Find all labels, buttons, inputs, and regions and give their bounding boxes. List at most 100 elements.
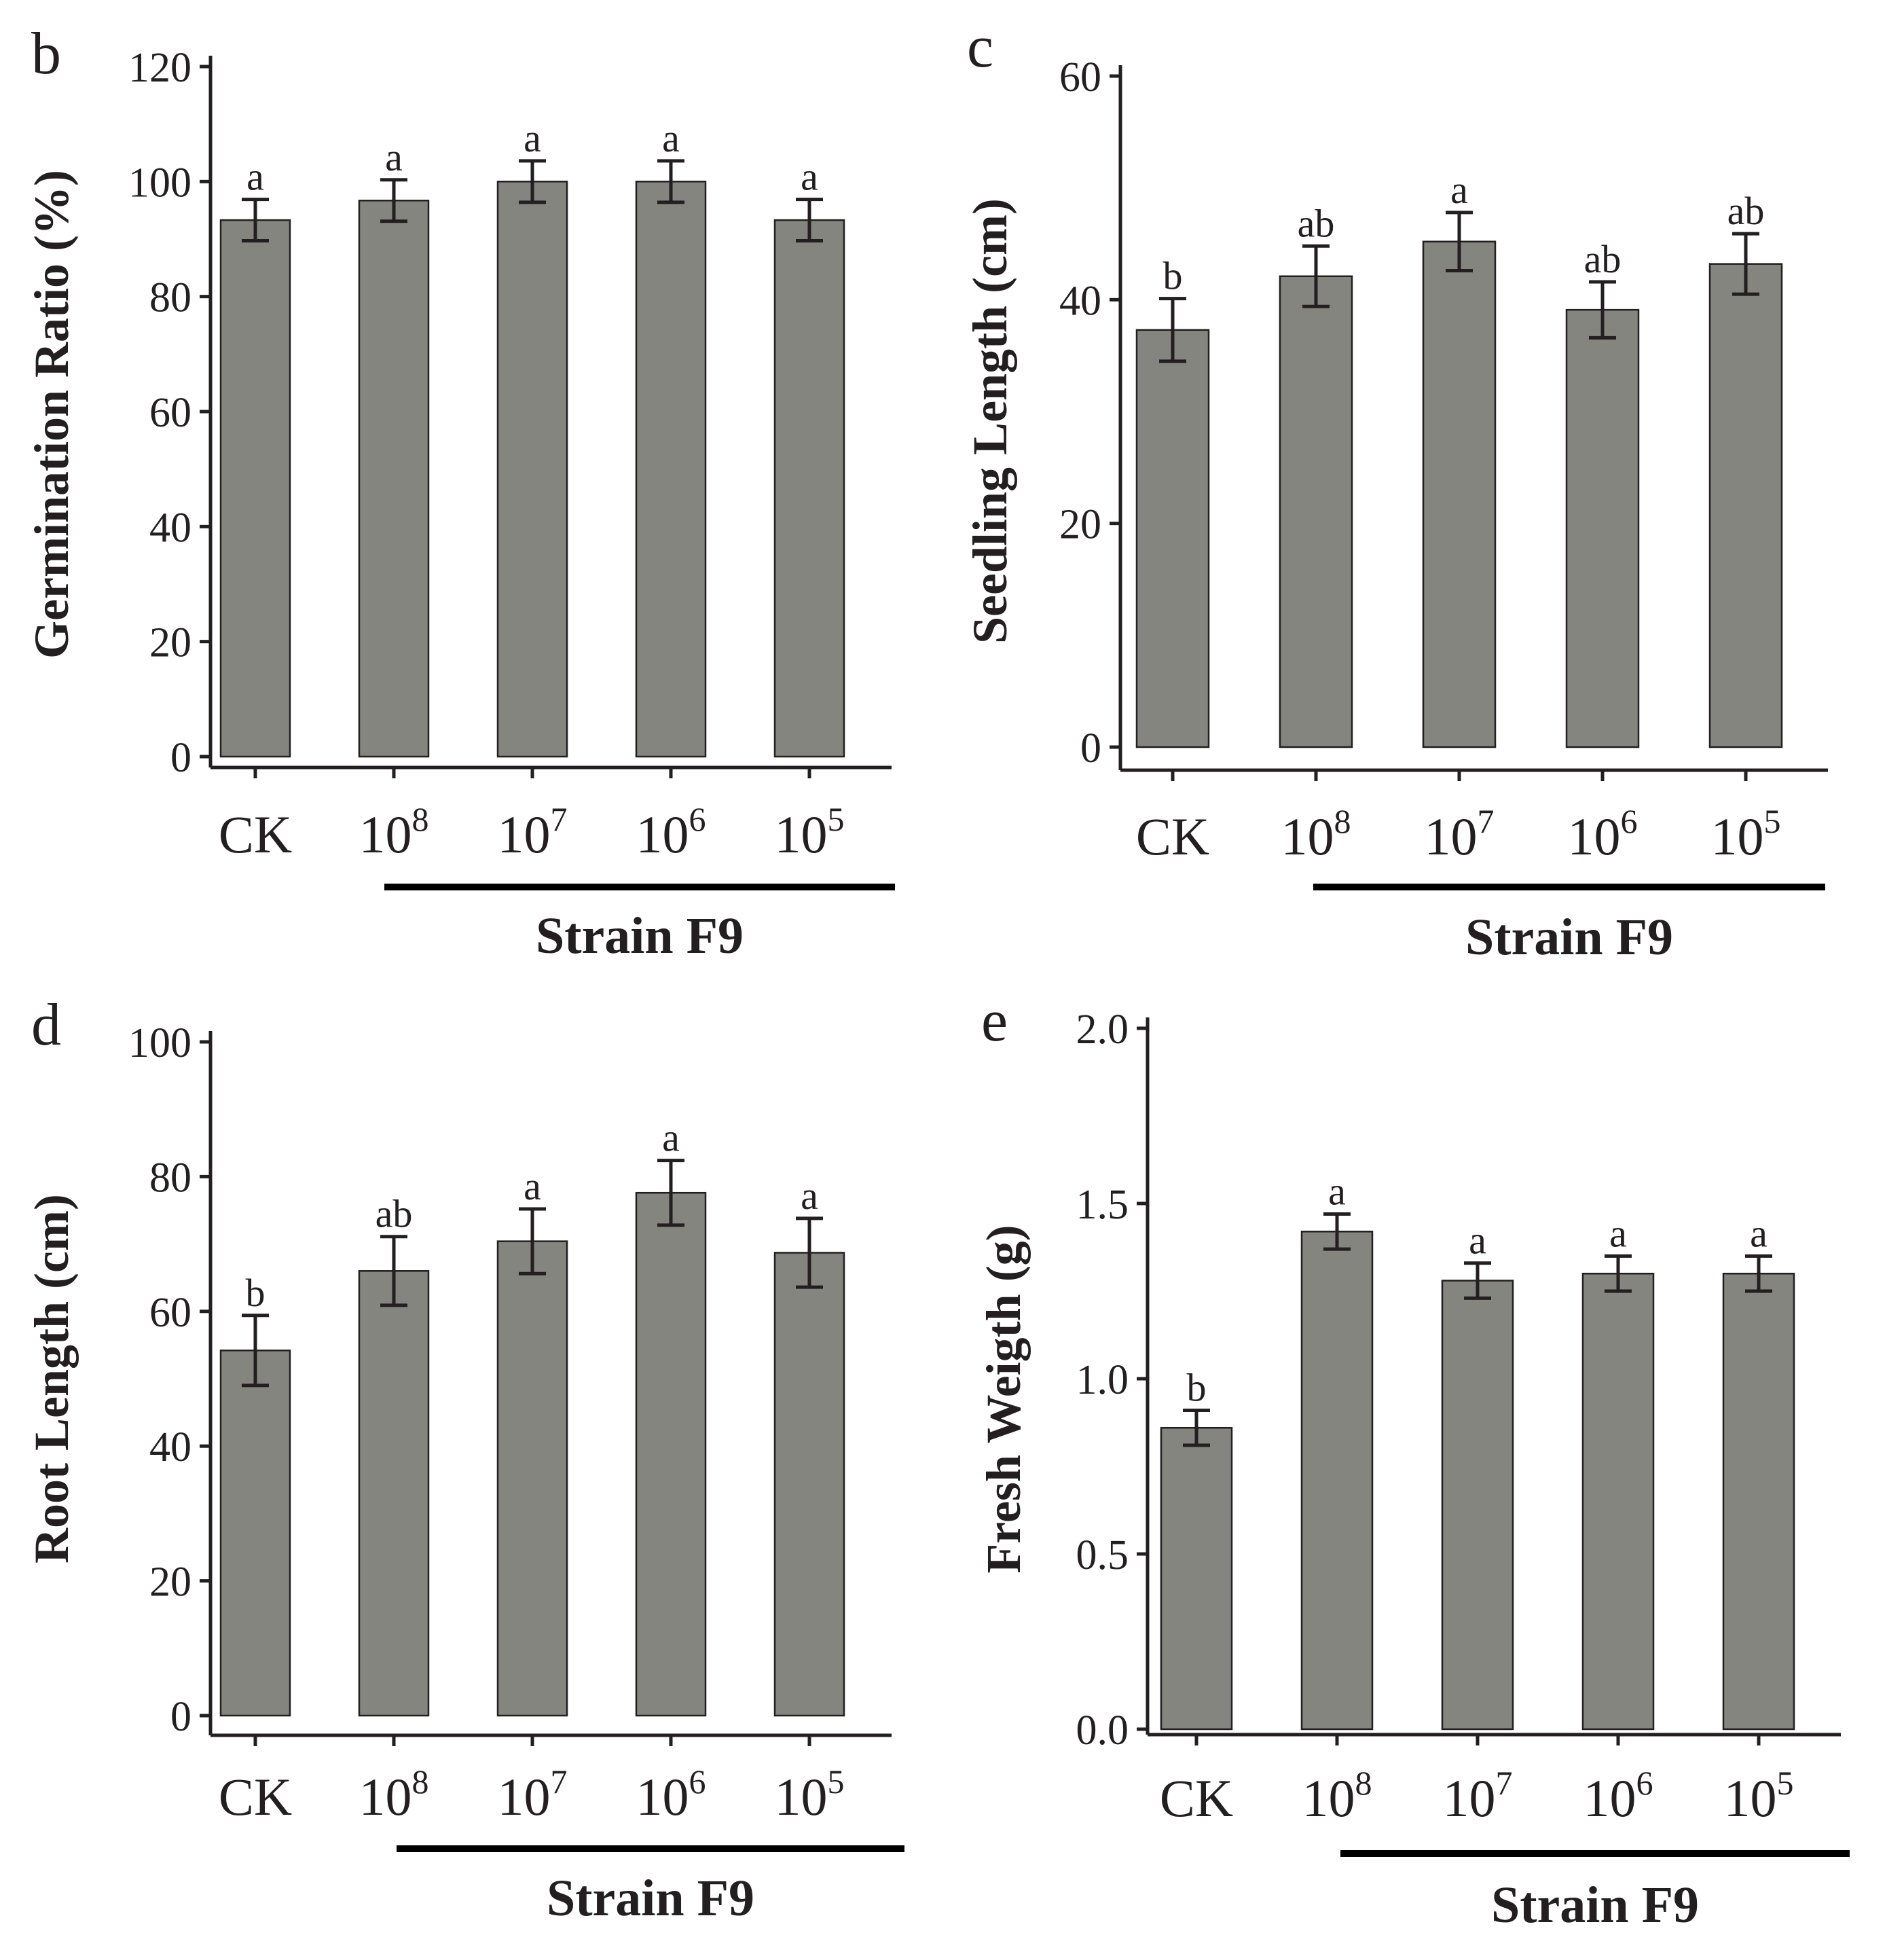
significance-label: a (1469, 1218, 1486, 1263)
bar (635, 1191, 707, 1717)
y-tick-label: 0 (1080, 725, 1101, 772)
x-tick-label: 107 (1443, 1764, 1513, 1828)
x-tick-label: 105 (1711, 802, 1781, 866)
bar (358, 200, 430, 758)
bar (1135, 329, 1210, 748)
y-tick-label: 20 (149, 1559, 191, 1606)
y-tick-label: 0.5 (1076, 1532, 1129, 1578)
bar (1581, 1272, 1655, 1731)
bar (219, 219, 291, 758)
x-tick-label-base: 10 (636, 1767, 689, 1826)
x-tick-label: 105 (775, 800, 845, 864)
bar (1565, 308, 1640, 748)
bar (1300, 1231, 1374, 1731)
y-tick-label: 60 (149, 390, 191, 436)
significance-label: a (385, 135, 403, 179)
chart-panel-b: b Germination Ratio (%) 0 20 40 60 80 100 120 a CK… (24, 21, 895, 964)
x-tick-label-base: 10 (636, 805, 689, 864)
significance-label: a (1750, 1211, 1768, 1255)
group-label: Strain F9 (536, 907, 744, 964)
x-tick-label: CK (1136, 807, 1209, 866)
x-tick-label-base: CK (1160, 1769, 1233, 1828)
bar (219, 1350, 291, 1717)
x-tick-label-exponent: 5 (828, 800, 845, 838)
x-tick-label-exponent: 8 (412, 1762, 429, 1801)
significance-label: b (1163, 254, 1183, 298)
x-tick-label: 108 (359, 1762, 429, 1826)
group-label: Strain F9 (1465, 909, 1673, 966)
y-tick-label: 1.0 (1076, 1357, 1129, 1403)
x-tick-label-exponent: 8 (1334, 802, 1351, 840)
bar (1279, 275, 1353, 748)
y-tick-label: 1.5 (1076, 1182, 1129, 1228)
x-tick-label: 106 (636, 1762, 706, 1826)
y-tick-label: 0 (170, 1694, 191, 1740)
y-tick-label: 2.0 (1076, 1007, 1129, 1053)
x-tick-label-base: 10 (498, 805, 551, 864)
y-tick-label: 60 (149, 1290, 191, 1336)
x-tick-label-base: 10 (359, 1767, 412, 1826)
y-tick-label: 120 (128, 45, 191, 91)
significance-label: b (246, 1271, 266, 1315)
x-tick-label-exponent: 7 (1478, 802, 1495, 840)
x-tick-label: CK (219, 1767, 292, 1826)
significance-label: a (246, 155, 264, 199)
bar (1722, 1272, 1795, 1731)
x-tick-label-base: 10 (498, 1767, 551, 1826)
group-label: Strain F9 (547, 1870, 754, 1927)
significance-label: ab (1727, 189, 1765, 233)
x-tick-label-exponent: 6 (689, 800, 706, 838)
y-axis-title: Fresh Weigth (g) (976, 1225, 1031, 1573)
x-tick-label-base: 10 (775, 805, 828, 864)
x-tick-label-base: 10 (359, 805, 412, 864)
x-tick-label: 107 (1425, 802, 1495, 866)
x-tick-label-exponent: 7 (551, 1762, 568, 1801)
x-tick-label-exponent: 6 (689, 1762, 706, 1801)
significance-label: a (662, 1116, 680, 1160)
y-tick-label: 80 (149, 1155, 191, 1201)
significance-label: a (662, 116, 680, 160)
y-tick-label: 40 (149, 505, 191, 551)
y-tick-label: 0 (170, 735, 191, 781)
x-tick-label-base: 10 (1281, 807, 1334, 866)
significance-label: a (801, 155, 818, 199)
x-tick-label-base: 10 (1583, 1769, 1636, 1828)
x-tick-label: 105 (775, 1762, 845, 1826)
significance-label: b (1187, 1365, 1207, 1409)
y-tick-label: 40 (149, 1424, 191, 1470)
y-tick-label: 100 (128, 1020, 191, 1066)
x-tick-label-exponent: 7 (1496, 1764, 1513, 1802)
x-tick-label-exponent: 8 (1355, 1764, 1372, 1802)
y-tick-label: 100 (128, 160, 191, 206)
y-tick-label: 20 (1059, 502, 1101, 548)
x-tick-label-base: CK (219, 805, 292, 864)
x-tick-label-base: 10 (1443, 1769, 1496, 1828)
x-tick-label-exponent: 5 (1777, 1764, 1794, 1802)
x-tick-label-base: 10 (1302, 1769, 1355, 1828)
x-tick-label-exponent: 5 (1764, 802, 1781, 840)
y-axis-title: Root Length (cm) (24, 1194, 79, 1563)
x-tick-label-base: CK (1136, 807, 1209, 866)
bar (496, 1240, 568, 1717)
x-tick-label: 105 (1724, 1764, 1794, 1828)
x-tick-label: 108 (1302, 1764, 1372, 1828)
x-tick-label: 106 (1568, 802, 1638, 866)
y-axis-title: Germination Ratio (%) (24, 170, 79, 659)
x-tick-label-exponent: 5 (828, 1762, 845, 1801)
x-tick-label-exponent: 6 (1621, 802, 1638, 840)
x-tick-label-exponent: 6 (1636, 1764, 1653, 1802)
y-tick-label: 40 (1059, 278, 1101, 324)
significance-label: ab (1298, 201, 1335, 245)
bar (635, 181, 707, 758)
x-tick-label-base: 10 (775, 1767, 828, 1826)
x-tick-label: 108 (1281, 802, 1351, 866)
bar (1708, 263, 1783, 748)
x-tick-label-base: 10 (1711, 807, 1764, 866)
panel-letter: d (31, 992, 61, 1058)
panel-letter: c (967, 14, 993, 80)
significance-label: ab (1584, 237, 1622, 281)
group-label: Strain F9 (1491, 1877, 1699, 1934)
